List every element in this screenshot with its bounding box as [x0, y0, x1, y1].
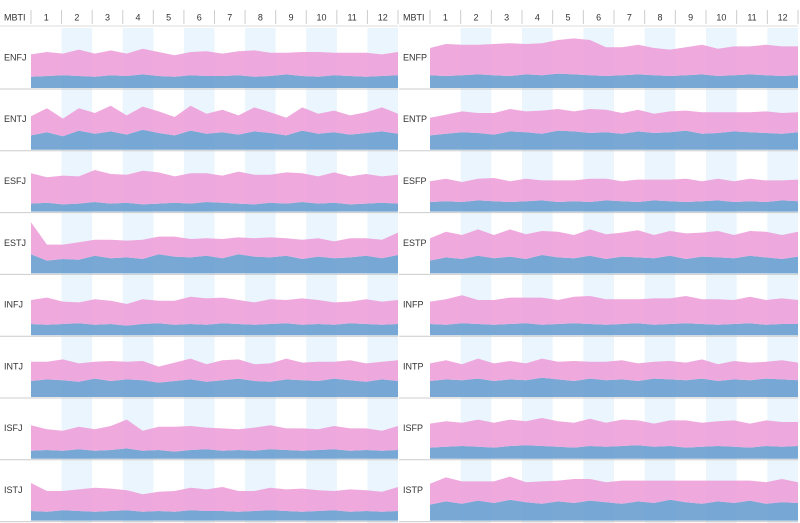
- month-label: 6: [197, 12, 202, 22]
- panel-title: ENTP: [403, 114, 427, 124]
- area-series: [31, 419, 398, 452]
- panel-title: ENTJ: [4, 114, 27, 124]
- month-label: 1: [44, 12, 49, 22]
- area-series: [430, 38, 798, 76]
- month-label: 3: [105, 12, 110, 22]
- area-series: [430, 130, 798, 150]
- month-label: 8: [657, 12, 662, 22]
- area-series: [430, 200, 798, 212]
- panel-title: ISFP: [403, 423, 423, 433]
- month-label: 3: [504, 12, 509, 22]
- area-series: [31, 202, 398, 212]
- area-series: [31, 378, 398, 397]
- panel-title: ESFJ: [4, 176, 26, 186]
- month-label: 10: [716, 12, 726, 22]
- month-label: 7: [227, 12, 232, 22]
- panel-title: ENFP: [403, 52, 427, 62]
- area-series: [31, 510, 398, 521]
- area-series: [430, 358, 798, 381]
- area-series: [31, 358, 398, 383]
- header-label: MBTI: [403, 12, 425, 22]
- area-series: [31, 448, 398, 459]
- month-label: 11: [747, 12, 756, 22]
- month-label: 2: [473, 12, 478, 22]
- header-label: MBTI: [4, 12, 26, 22]
- area-series: [430, 178, 798, 202]
- area-series: [430, 323, 798, 336]
- month-label: 12: [778, 12, 788, 22]
- area-series: [31, 105, 398, 137]
- area-series: [430, 418, 798, 448]
- area-series: [430, 295, 798, 325]
- panel-title: ESTP: [403, 238, 427, 248]
- panel-title: ESTJ: [4, 238, 26, 248]
- month-label: 12: [378, 12, 388, 22]
- panel-title: ENFJ: [4, 52, 27, 62]
- panel-title: ESFP: [403, 176, 427, 186]
- month-label: 6: [596, 12, 601, 22]
- month-label: 7: [627, 12, 632, 22]
- panel-title: ISTP: [403, 485, 423, 495]
- month-label: 11: [347, 12, 356, 22]
- month-label: 10: [317, 12, 327, 22]
- area-series: [430, 499, 798, 521]
- area-series: [31, 254, 398, 274]
- area-series: [31, 74, 398, 88]
- area-series: [31, 129, 398, 150]
- panel-title: INFJ: [4, 300, 23, 310]
- panel-title: INFP: [403, 300, 424, 310]
- area-series: [31, 48, 398, 77]
- month-label: 5: [565, 12, 570, 22]
- month-label: 9: [288, 12, 293, 22]
- area-series: [430, 109, 798, 136]
- area-series: [430, 73, 798, 88]
- area-series: [31, 222, 398, 261]
- panel-title: ISFJ: [4, 423, 23, 433]
- month-label: 9: [688, 12, 693, 22]
- area-series: [430, 255, 798, 274]
- area-series: [430, 476, 798, 505]
- month-label: 4: [535, 12, 540, 22]
- month-label: 1: [443, 12, 448, 22]
- month-label: 5: [166, 12, 171, 22]
- area-series: [430, 229, 798, 261]
- month-label: 8: [258, 12, 263, 22]
- area-series: [31, 323, 398, 336]
- panel-title: INTJ: [4, 361, 23, 371]
- month-label: 4: [136, 12, 141, 22]
- area-series: [31, 483, 398, 512]
- area-series: [31, 170, 398, 205]
- area-series: [31, 296, 398, 326]
- panel-title: INTP: [403, 361, 424, 371]
- month-label: 2: [74, 12, 79, 22]
- area-series: [430, 445, 798, 459]
- panel-title: ISTJ: [4, 485, 23, 495]
- area-series: [430, 377, 798, 397]
